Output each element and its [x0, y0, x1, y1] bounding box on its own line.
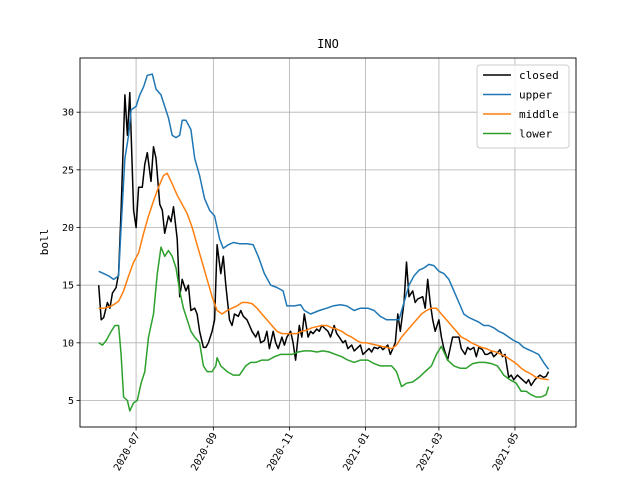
y-tick-label: 15 [62, 281, 74, 292]
legend-label-middle: middle [519, 108, 559, 121]
plot-frame [79, 57, 577, 428]
y-axis: 5 10 15 20 25 30 [62, 108, 80, 407]
series-line-closed [97, 91, 550, 387]
series-lines [97, 73, 550, 412]
legend: closed upper middle lower [476, 64, 570, 149]
legend-label-closed: closed [519, 69, 559, 82]
y-tick-label: 5 [68, 396, 74, 407]
series-line-middle [98, 172, 549, 381]
chart-title: INO [317, 37, 339, 51]
y-tick-label: 10 [62, 338, 74, 349]
y-tick-label: 20 [62, 223, 74, 234]
legend-label-lower: lower [519, 128, 552, 141]
series-line-lower [98, 246, 550, 412]
y-tick-label: 25 [62, 165, 74, 176]
legend-box [476, 64, 570, 149]
y-tick-label: 30 [62, 108, 74, 119]
y-axis-label: boll [38, 229, 51, 256]
legend-label-upper: upper [519, 89, 552, 102]
series-line-upper [98, 73, 550, 370]
grid [80, 58, 576, 427]
